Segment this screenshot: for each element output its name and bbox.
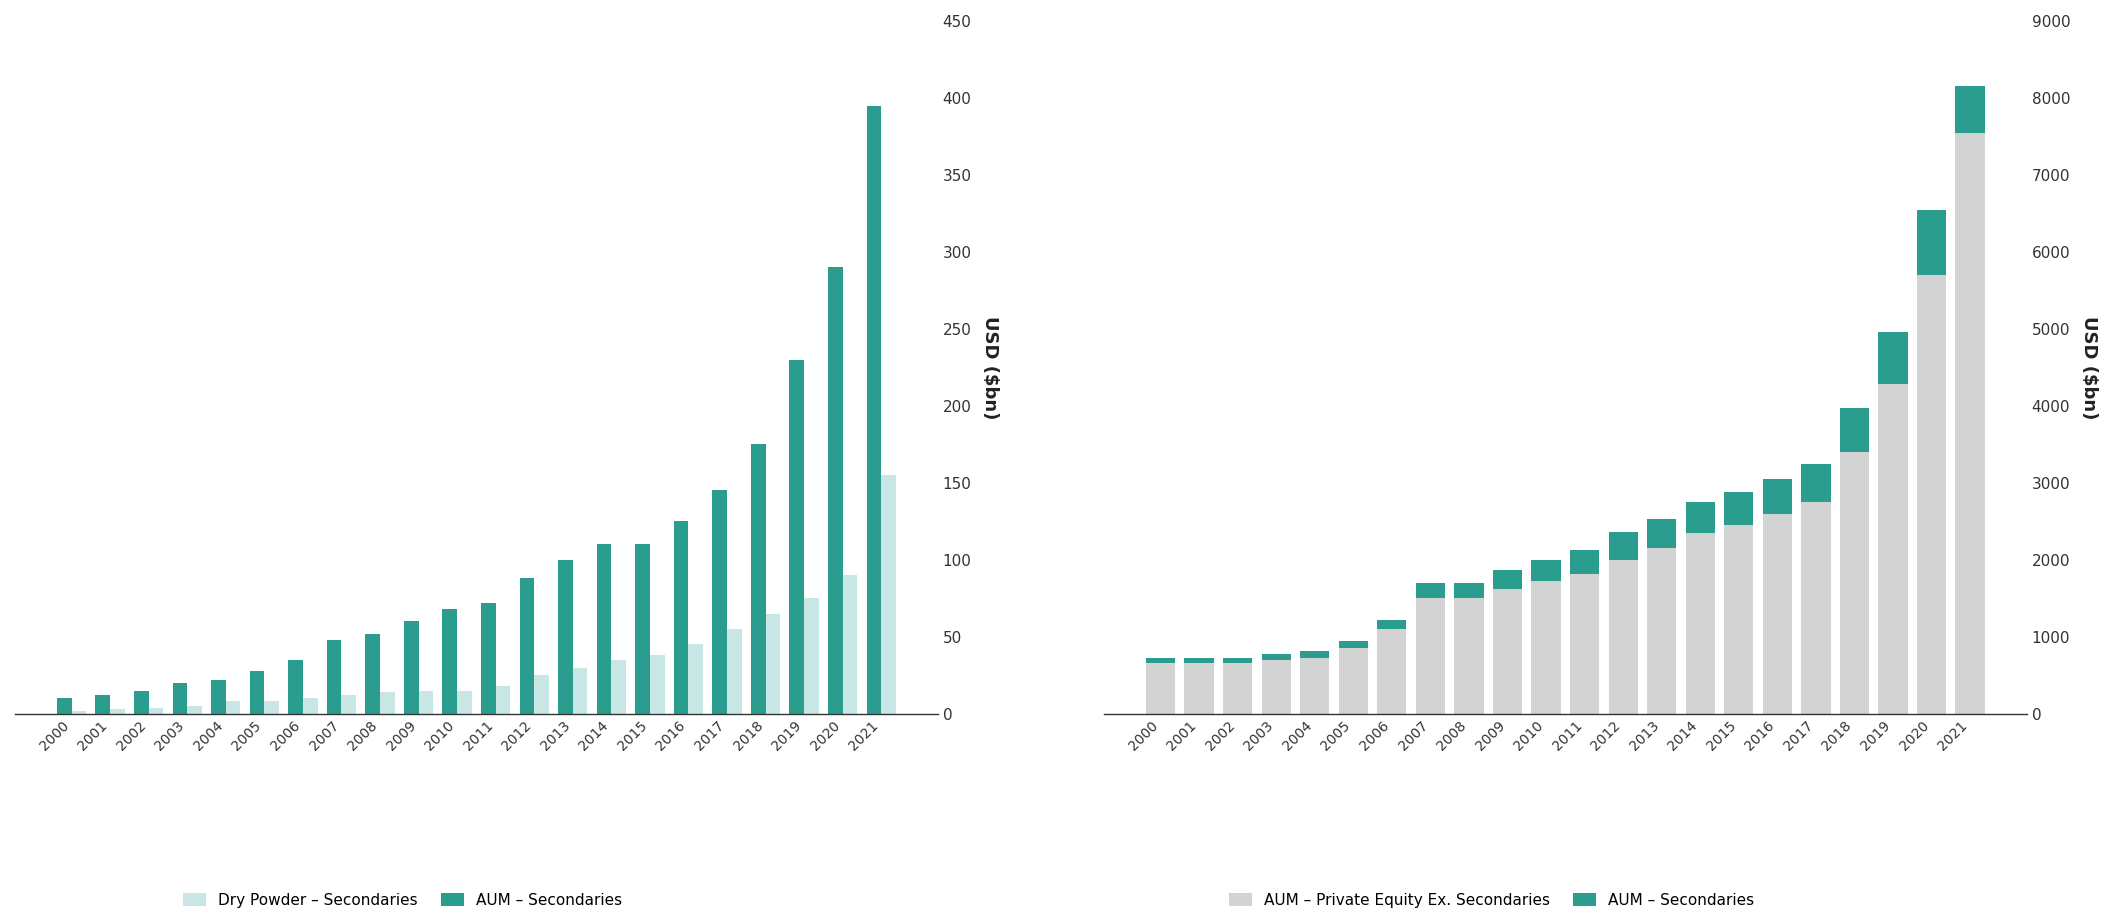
Bar	[1532, 560, 1562, 581]
Bar	[497, 686, 511, 714]
Bar	[249, 671, 264, 714]
Bar	[558, 560, 573, 714]
Bar	[651, 655, 666, 714]
Bar	[520, 578, 535, 714]
Bar	[1494, 570, 1521, 589]
Bar	[226, 702, 241, 714]
Bar	[1608, 532, 1638, 560]
Legend: AUM – Private Equity Ex. Secondaries, AUM – Secondaries: AUM – Private Equity Ex. Secondaries, AU…	[1223, 887, 1760, 914]
Bar	[596, 544, 611, 714]
Bar	[1532, 581, 1562, 714]
Bar	[573, 668, 587, 714]
Bar	[881, 475, 896, 714]
Bar	[1261, 653, 1291, 660]
Bar	[674, 522, 689, 714]
Bar	[828, 267, 843, 714]
Bar	[211, 680, 226, 714]
Bar	[342, 695, 357, 714]
Bar	[1955, 86, 1984, 133]
Bar	[1454, 583, 1483, 598]
Bar	[57, 698, 72, 714]
Bar	[366, 634, 380, 714]
Bar	[442, 609, 456, 714]
Bar	[95, 695, 110, 714]
Bar	[843, 576, 858, 714]
Bar	[1223, 662, 1253, 714]
Bar	[1378, 629, 1407, 714]
Bar	[805, 598, 818, 714]
Bar	[1185, 658, 1213, 662]
Bar	[133, 691, 148, 714]
Bar	[1916, 275, 1946, 714]
Bar	[1145, 658, 1175, 662]
Bar	[750, 445, 765, 714]
Bar	[1261, 660, 1291, 714]
Bar	[611, 660, 625, 714]
Bar	[1570, 574, 1600, 714]
Bar	[1340, 640, 1367, 649]
Bar	[1686, 533, 1716, 714]
Bar	[689, 644, 704, 714]
Bar	[1378, 619, 1407, 629]
Bar	[188, 706, 203, 714]
Bar	[712, 490, 727, 714]
Bar	[418, 691, 433, 714]
Bar	[1686, 502, 1716, 533]
Bar	[1416, 598, 1445, 714]
Bar	[866, 105, 881, 714]
Bar	[110, 709, 125, 714]
Bar	[1416, 583, 1445, 598]
Bar	[302, 698, 317, 714]
Bar	[1185, 662, 1213, 714]
Bar	[1145, 662, 1175, 714]
Bar	[328, 640, 342, 714]
Bar	[173, 683, 188, 714]
Bar	[287, 660, 302, 714]
Bar	[1762, 479, 1792, 513]
Bar	[1762, 513, 1792, 714]
Bar	[1916, 210, 1946, 275]
Y-axis label: USD ($bn): USD ($bn)	[2079, 316, 2098, 419]
Bar	[482, 603, 497, 714]
Bar	[727, 629, 742, 714]
Bar	[765, 614, 780, 714]
Bar	[1570, 550, 1600, 574]
Bar	[1494, 589, 1521, 714]
Bar	[1724, 492, 1754, 525]
Bar	[790, 360, 805, 714]
Bar	[1878, 332, 1908, 384]
Bar	[1800, 464, 1830, 502]
Bar	[1955, 133, 1984, 714]
Bar	[72, 711, 87, 714]
Bar	[1299, 651, 1329, 658]
Bar	[1840, 452, 1870, 714]
Bar	[1646, 519, 1676, 548]
Bar	[456, 691, 471, 714]
Bar	[264, 702, 279, 714]
Bar	[1724, 525, 1754, 714]
Bar	[1840, 408, 1870, 452]
Bar	[636, 544, 651, 714]
Bar	[1800, 502, 1830, 714]
Bar	[1646, 548, 1676, 714]
Bar	[535, 675, 549, 714]
Legend: Dry Powder – Secondaries, AUM – Secondaries: Dry Powder – Secondaries, AUM – Secondar…	[177, 887, 628, 914]
Bar	[1340, 649, 1367, 714]
Bar	[1454, 598, 1483, 714]
Y-axis label: USD ($bn): USD ($bn)	[980, 316, 999, 419]
Bar	[380, 692, 395, 714]
Bar	[404, 621, 418, 714]
Bar	[1608, 560, 1638, 714]
Bar	[148, 707, 163, 714]
Bar	[1299, 658, 1329, 714]
Bar	[1878, 384, 1908, 714]
Bar	[1223, 658, 1253, 662]
